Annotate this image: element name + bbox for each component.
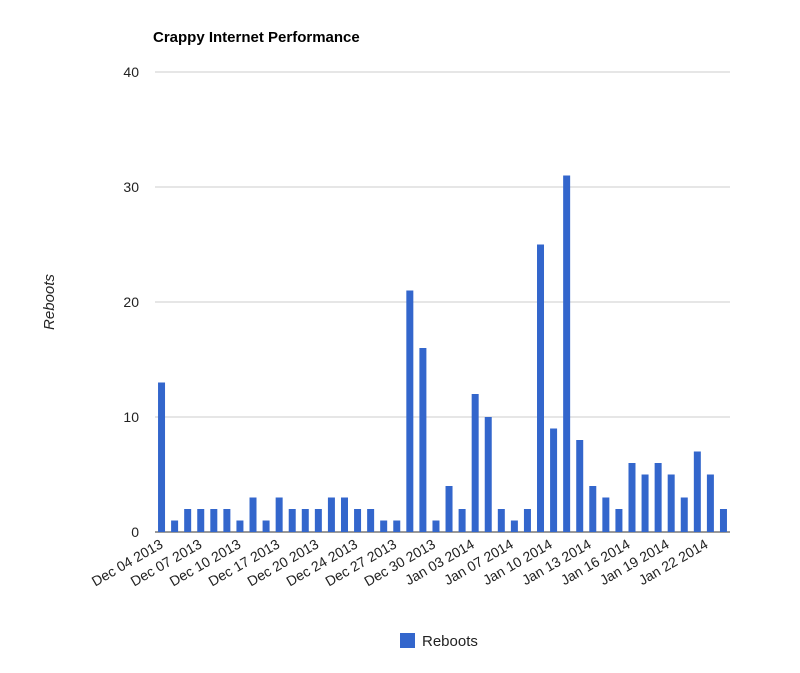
bar (393, 520, 401, 532)
legend-swatch (400, 633, 415, 648)
bar (184, 509, 192, 532)
bar (171, 520, 179, 532)
bar (406, 290, 414, 532)
y-tick-label: 30 (123, 179, 139, 195)
bar (706, 474, 714, 532)
bar (497, 509, 505, 532)
bar (602, 497, 610, 532)
y-tick-label: 20 (123, 294, 139, 310)
bar (354, 509, 362, 532)
bar (589, 486, 597, 532)
bar (615, 509, 623, 532)
y-axis-ticks: 0 10 20 30 40 (123, 64, 139, 540)
bar (314, 509, 322, 532)
bar (210, 509, 218, 532)
bar (288, 509, 296, 532)
bar (340, 497, 348, 532)
bar (197, 509, 205, 532)
chart-title: Crappy Internet Performance (153, 29, 360, 46)
bar (510, 520, 518, 532)
bar (537, 244, 545, 532)
bar (667, 474, 675, 532)
bar (236, 520, 244, 532)
bar (367, 509, 375, 532)
bar (275, 497, 283, 532)
bar (445, 486, 453, 532)
bar (223, 509, 231, 532)
y-tick-label: 0 (131, 524, 139, 540)
bar (158, 382, 166, 532)
y-tick-label: 40 (123, 64, 139, 80)
bar (484, 417, 492, 532)
legend: Reboots (400, 633, 478, 650)
bar (576, 440, 584, 532)
bar (654, 463, 662, 532)
bar (563, 175, 571, 532)
bar (301, 509, 309, 532)
bar (680, 497, 688, 532)
bar (693, 451, 701, 532)
bar (550, 428, 558, 532)
y-axis-label: Reboots (41, 274, 58, 330)
bar (380, 520, 388, 532)
bar (419, 348, 427, 532)
bar (628, 463, 636, 532)
y-tick-label: 10 (123, 409, 139, 425)
gridlines (155, 71, 730, 533)
bar (523, 509, 531, 532)
bar (641, 474, 649, 532)
bar (471, 394, 479, 532)
bar (719, 509, 727, 532)
bar (249, 497, 257, 532)
bars (158, 175, 727, 532)
bar (262, 520, 270, 532)
legend-label: Reboots (422, 633, 478, 650)
bar (458, 509, 466, 532)
bar (432, 520, 440, 532)
bar (327, 497, 335, 532)
